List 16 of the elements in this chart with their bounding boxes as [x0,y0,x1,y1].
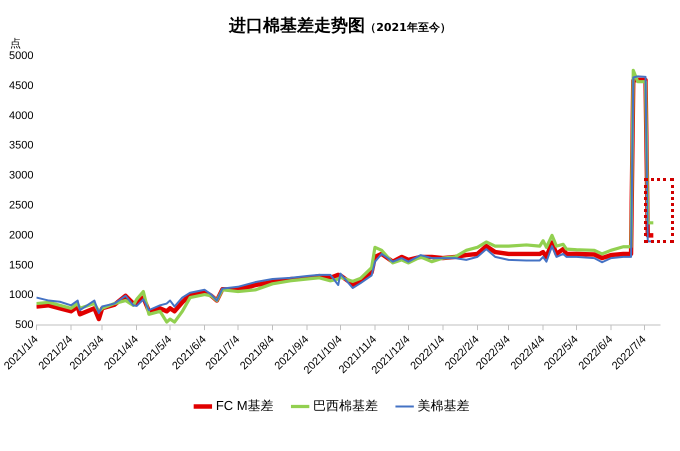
y-tick-label: 2500 [8,200,34,212]
chart-title: 进口棉基差走势图 [229,16,366,36]
legend-label: 美棉基差 [418,398,470,414]
chart-subtitle: （2021年至今） [365,21,451,34]
y-tick-label: 2000 [8,229,34,242]
legend-label: FC M基差 [216,398,274,414]
y-tick-label: 4000 [8,110,34,122]
y-tick-label: 1000 [8,289,34,302]
y-tick-label: 5000 [8,50,34,62]
y-tick-label: 3500 [8,140,34,152]
y-tick-label: 4500 [8,80,34,92]
y-tick-label: 500 [15,319,34,332]
y-tick-label: 3000 [8,170,34,182]
legend-label: 巴西棉基差 [313,398,378,414]
y-tick-label: 1500 [8,259,34,272]
y-axis-title: 点 [10,36,21,51]
